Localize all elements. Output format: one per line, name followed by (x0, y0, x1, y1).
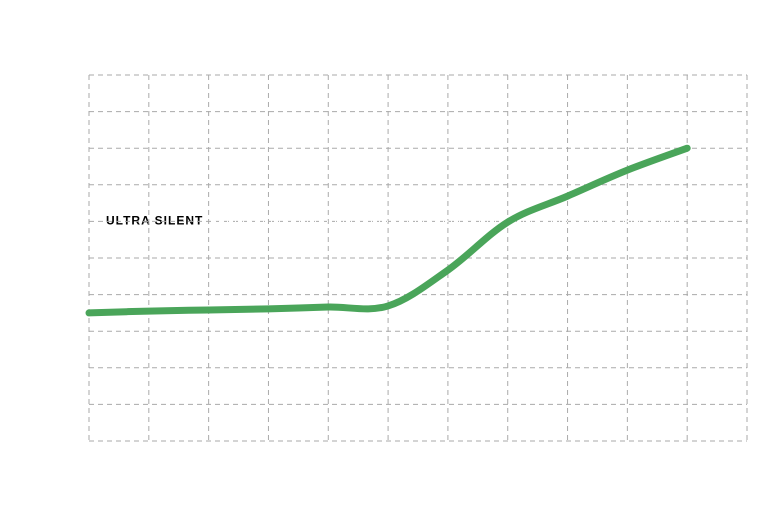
annotation: ULTRA SILENT (106, 214, 203, 228)
line (85, 144, 691, 317)
